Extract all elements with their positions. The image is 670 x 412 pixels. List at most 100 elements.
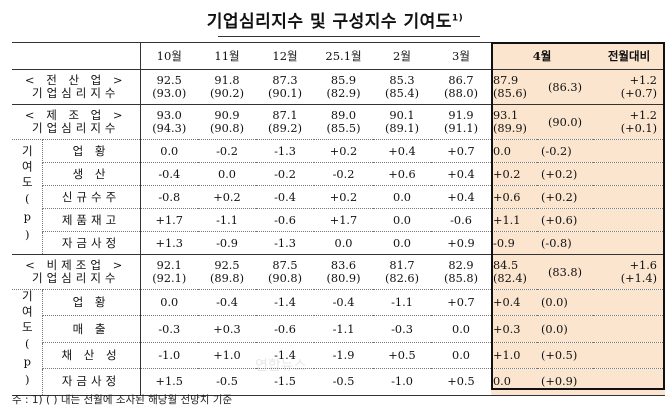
index-cell: +1.2 (+0.7) — [593, 69, 665, 105]
contrib-cell: -1.0 — [373, 368, 431, 396]
contrib-row: 채 산 성 -1.0 +1.0 -1.4 -1.9 +0.5 0.0 +1.0 (+0.5) — [12, 341, 665, 369]
contrib-cell: +0.4 — [491, 288, 537, 316]
index-value: 89.0 — [330, 109, 357, 122]
contrib-cell: +0.2 — [314, 139, 373, 163]
contrib-cell: -0.5 — [198, 368, 256, 396]
index-forecast: (90.2) — [210, 87, 244, 100]
index-label-line2: 기업심리지수 — [32, 86, 120, 100]
contrib-cell: 0.0 — [373, 208, 431, 232]
contrib-cell: (0.0) — [537, 315, 665, 343]
index-forecast: (90.0) — [548, 115, 582, 129]
contrib-label: 기여도(p) — [12, 139, 42, 255]
contrib-cell: +0.3 — [491, 315, 537, 343]
index-cell: 93.0 (94.3) — [140, 104, 198, 140]
contrib-cell: +1.5 — [140, 368, 198, 396]
contrib-cell: -0.9 — [198, 231, 256, 255]
index-forecast: (94.3) — [152, 122, 187, 135]
index-forecast: (85.8) — [444, 272, 478, 285]
index-value: 91.9 — [448, 109, 474, 122]
index-forecast: (90.8) — [210, 122, 244, 135]
contrib-cell: +0.7 — [431, 139, 491, 163]
index-cell: 87.3 (90.1) — [256, 69, 314, 105]
col-header: 3월 — [431, 42, 491, 70]
contrib-cell: -0.4 — [314, 288, 373, 316]
index-cell: 90.1 (89.1) — [373, 104, 431, 140]
col-header: 2월 — [373, 42, 431, 70]
contrib-cell: +0.6 — [491, 185, 537, 209]
index-forecast: (82.4) — [493, 272, 527, 285]
index-value: 92.1 — [156, 259, 182, 272]
index-forecast: (88.0) — [444, 87, 478, 100]
index-label-line2: 기업심리지수 — [32, 121, 120, 135]
contrib-row: 자금사정 +1.5 -0.5 -1.5 -0.5 -1.0 +0.5 0.0 (+0.9) — [12, 368, 665, 396]
contrib-cell: (+0.2) — [537, 162, 665, 186]
index-cell: 92.5 (89.8) — [198, 254, 256, 290]
contrib-cell: 0.0 — [314, 231, 373, 255]
index-forecast: (+1.4) — [620, 272, 657, 285]
contrib-item-label: 신규수주 — [41, 185, 141, 209]
contrib-item-label: 제품재고 — [41, 208, 141, 232]
index-cell: 86.7 (88.0) — [431, 69, 491, 105]
index-forecast: (85.5) — [326, 122, 361, 135]
contrib-row: 생 산 -0.4 0.0 -0.2 -0.2 +0.6 +0.4 +0.2 (+0.2) — [12, 162, 665, 186]
index-cell: (86.3) — [537, 69, 593, 105]
contrib-item-label: 채 산 성 — [41, 341, 141, 369]
contrib-cell: 0.0 — [373, 185, 431, 209]
index-value: 91.8 — [214, 74, 240, 87]
index-row: < 제 조 업 > 기업심리지수 93.0 (94.3) 90.9 (90.8) 87.1(… — [12, 104, 665, 140]
index-value: +1.6 — [629, 259, 657, 272]
contrib-item-label: 업 황 — [41, 288, 141, 316]
contrib-cell: 0.0 — [140, 139, 198, 163]
contrib-cell: (+0.6) — [537, 208, 665, 232]
contrib-cell: +1.1 — [491, 208, 537, 232]
footnote: 주 : 1) ( ) 내는 전월에 조사된 해당월 전망치 기준 — [12, 394, 233, 406]
index-label: < 전 산 업 > 기업심리지수 — [12, 69, 141, 105]
index-value: 82.9 — [448, 259, 474, 272]
index-value: 87.1 — [272, 109, 298, 122]
index-forecast: (90.1) — [268, 87, 302, 100]
col-header-change: 전월대비 — [593, 42, 665, 70]
contrib-cell: -1.5 — [256, 368, 314, 396]
contrib-cell: 0.0 — [431, 315, 491, 343]
index-forecast: (89.1) — [385, 122, 419, 135]
contrib-cell: +0.4 — [431, 162, 491, 186]
index-forecast: (93.0) — [152, 87, 187, 100]
index-value: 81.7 — [389, 259, 415, 272]
contrib-item-label: 자금사정 — [41, 368, 141, 396]
index-cell: 82.9 (85.8) — [431, 254, 491, 290]
contrib-cell: +1.3 — [140, 231, 198, 255]
contrib-cell: (+0.2) — [537, 185, 665, 209]
contrib-cell: +0.9 — [431, 231, 491, 255]
contrib-cell: -1.4 — [256, 341, 314, 369]
contrib-cell: -0.3 — [140, 315, 198, 343]
contrib-item-label: 자금사정 — [41, 231, 141, 255]
index-label-line1: < 전 산 업 > — [24, 73, 127, 87]
index-forecast: (+0.1) — [620, 122, 657, 135]
contrib-item-label: 업 황 — [41, 139, 141, 163]
contrib-cell: -0.2 — [198, 139, 256, 163]
index-value: 93.0 — [156, 109, 182, 122]
contrib-row: 기여도(p) 업 황 0.0 -0.2 -1.3 +0.2 +0.4 +0.7 0.0 (-0.2… — [12, 139, 665, 255]
contrib-cell: +1.0 — [198, 341, 256, 369]
contrib-cell: -0.4 — [256, 185, 314, 209]
contrib-cell: -1.1 — [373, 288, 431, 316]
title-footnote-marker: 1) — [451, 13, 464, 24]
contrib-cell: -1.3 — [256, 139, 314, 163]
index-forecast: (89.2) — [268, 122, 302, 135]
index-value: 92.5 — [214, 259, 240, 272]
contrib-cell: -1.3 — [256, 231, 314, 255]
contrib-cell: 0.0 — [140, 288, 198, 316]
index-value: +1.2 — [629, 74, 657, 87]
index-cell: 93.1 (89.9) — [491, 104, 537, 140]
index-cell: 89.0 (85.5) — [314, 104, 373, 140]
contrib-label-text: 기여도(p) — [20, 144, 35, 246]
col-header-current: 4월 — [491, 42, 593, 70]
contrib-cell: -1.9 — [314, 341, 373, 369]
index-value: 90.1 — [389, 109, 415, 122]
contrib-cell: -0.4 — [140, 162, 198, 186]
contrib-cell: -0.5 — [314, 368, 373, 396]
index-cell: 84.5 (82.4) — [491, 254, 537, 290]
contrib-cell: -1.0 — [140, 341, 198, 369]
index-cell: +1.2 (+0.1) — [593, 104, 665, 140]
index-forecast: (85.6) — [493, 87, 527, 100]
